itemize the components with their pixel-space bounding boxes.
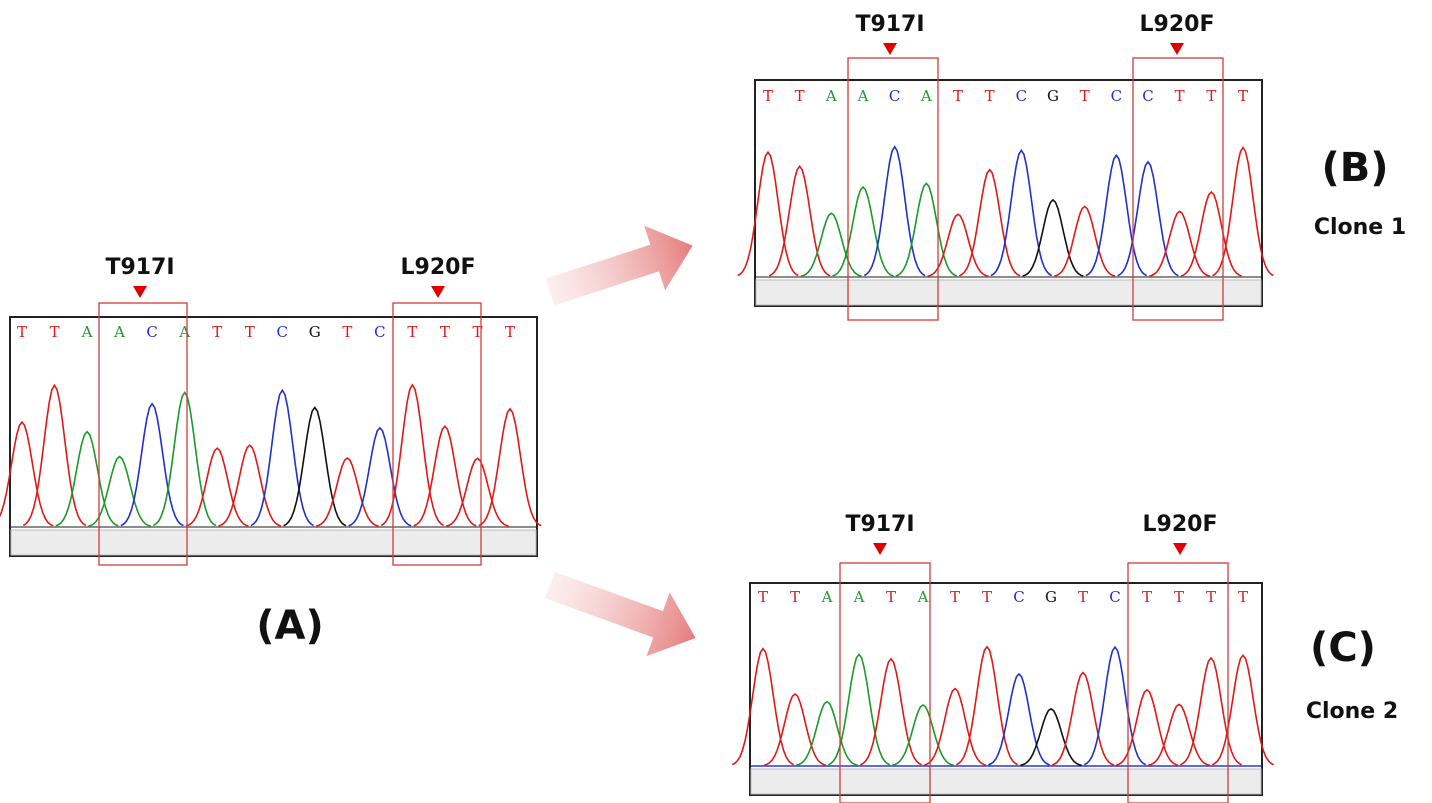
mutation-marker: [133, 286, 147, 298]
trace-frame: [750, 583, 1262, 795]
base-call: G: [1045, 588, 1057, 606]
mutation-label: L920F: [1143, 512, 1218, 537]
mutation-label: T917I: [105, 255, 174, 280]
clone-label: Clone 2: [1306, 699, 1398, 724]
base-call: G: [309, 323, 321, 341]
base-call: T: [407, 323, 417, 341]
base-call: A: [853, 588, 865, 606]
base-call: T: [1142, 588, 1152, 606]
chromatogram-panel: TTAACATTCGTCTTTTT917IL920F(A): [0, 255, 541, 649]
panel-label: (A): [256, 603, 324, 649]
base-call: G: [1047, 87, 1059, 105]
panel-label: (C): [1310, 625, 1376, 671]
mutation-label: T917I: [845, 512, 914, 537]
base-call: T: [1206, 588, 1216, 606]
base-call: T: [440, 323, 450, 341]
base-call: T: [212, 323, 222, 341]
base-call: T: [1078, 588, 1088, 606]
baseline-strip: [756, 280, 1261, 305]
base-call: C: [1142, 87, 1153, 105]
base-call: T: [795, 87, 805, 105]
base-call: T: [790, 588, 800, 606]
panel-label: (B): [1321, 145, 1388, 191]
base-call: T: [1206, 87, 1216, 105]
mutation-marker: [883, 43, 897, 55]
base-call: A: [920, 87, 932, 105]
base-call: T: [1238, 588, 1248, 606]
base-call: T: [886, 588, 896, 606]
chromatogram-panel: T T A A T A T T C G T C T T T T T917I L920F (C) Clone 2: [732, 512, 1398, 803]
base-call: A: [917, 588, 929, 606]
base-call: T: [1175, 87, 1185, 105]
base-call: C: [146, 323, 157, 341]
base-call: T: [50, 323, 60, 341]
base-call: T: [953, 87, 963, 105]
base-call: T: [758, 588, 768, 606]
baseline-strip: [751, 769, 1261, 794]
base-call: C: [1016, 87, 1027, 105]
base-call: C: [374, 323, 385, 341]
base-call: T: [245, 323, 255, 341]
base-call: T: [982, 588, 992, 606]
arrow-to-b: [539, 213, 703, 324]
baseline-strip: [11, 530, 536, 555]
figure: TTAACATTCGTCTTTTT917IL920F(A)TTAACATTCGT…: [0, 0, 1432, 803]
clone-label: Clone 1: [1314, 215, 1406, 240]
mutation-label: L920F: [401, 255, 476, 280]
base-call: T: [1174, 588, 1184, 606]
base-call: A: [178, 323, 190, 341]
base-call: A: [81, 323, 93, 341]
mutation-marker: [431, 286, 445, 298]
base-call: C: [277, 323, 288, 341]
base-call: T: [1080, 87, 1090, 105]
mutation-marker: [1170, 43, 1184, 55]
base-call: T: [985, 87, 995, 105]
base-call: C: [1109, 588, 1120, 606]
base-call: T: [17, 323, 27, 341]
base-call: T: [763, 87, 773, 105]
base-call: C: [1111, 87, 1122, 105]
base-call: A: [857, 87, 869, 105]
mutation-marker: [1173, 543, 1187, 555]
mutation-label: T917I: [855, 12, 924, 37]
base-call: A: [113, 323, 125, 341]
base-call: C: [889, 87, 900, 105]
base-call: T: [505, 323, 515, 341]
base-call: T: [1238, 87, 1248, 105]
base-call: A: [825, 87, 837, 105]
base-call: T: [342, 323, 352, 341]
mutation-label: L920F: [1140, 12, 1215, 37]
mutation-marker: [873, 543, 887, 555]
chromatogram-panel: T T A A C A T T C G T C C T T T T917I L920F (B) Clone 1: [738, 12, 1407, 320]
base-call: C: [1013, 588, 1024, 606]
base-call: T: [950, 588, 960, 606]
base-call: A: [821, 588, 833, 606]
arrow-to-c: [538, 553, 707, 670]
